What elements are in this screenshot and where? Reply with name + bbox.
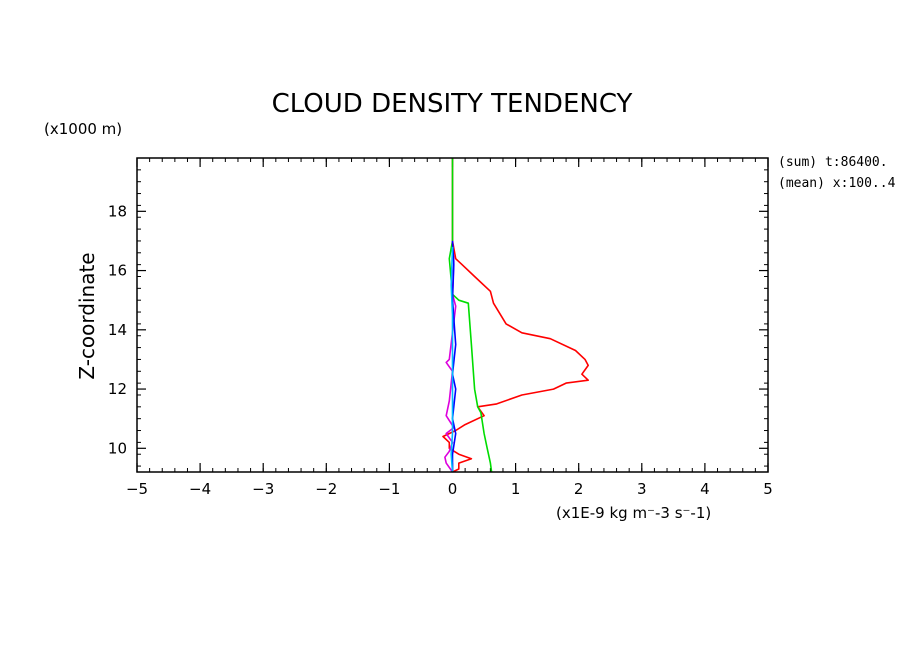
- x-tick-label: 3: [637, 480, 647, 498]
- x-tick-label: 1: [511, 480, 521, 498]
- x-tick-label: −3: [252, 480, 274, 498]
- y-tick-label: 14: [108, 321, 127, 339]
- series-line-5: [450, 246, 454, 473]
- annotation-sum: (sum) t:86400.: [778, 155, 888, 170]
- y-tick-label: 10: [108, 439, 127, 457]
- x-tick-label: −1: [378, 480, 400, 498]
- x-tick-label: −4: [189, 480, 211, 498]
- y-tick-label: 12: [108, 380, 127, 398]
- chart-title: CLOUD DENSITY TENDENCY: [272, 89, 633, 119]
- x-tick-label: 5: [763, 480, 773, 498]
- x-tick-label: 0: [448, 480, 458, 498]
- y-axis-label: Z-coordinate: [75, 252, 99, 379]
- x-tick-label: 2: [574, 480, 584, 498]
- y-axis-unit: (x1000 m): [44, 120, 122, 138]
- series-line-3: [444, 240, 457, 473]
- series-line-4: [451, 240, 457, 472]
- x-tick-label: −5: [126, 480, 148, 498]
- x-axis-label: (x1E-9 kg m⁻-3 s⁻-1): [556, 504, 711, 522]
- series-line-2: [448, 158, 493, 473]
- x-tick-label: −2: [315, 480, 337, 498]
- series-lines: [442, 158, 590, 473]
- y-tick-label: 18: [108, 202, 127, 220]
- annotation-mean: (mean) x:100..4: [778, 176, 896, 191]
- plot-frame: [136, 157, 769, 473]
- x-tick-label: 4: [700, 480, 710, 498]
- y-tick-label: 16: [108, 262, 127, 280]
- series-line-1: [442, 158, 590, 473]
